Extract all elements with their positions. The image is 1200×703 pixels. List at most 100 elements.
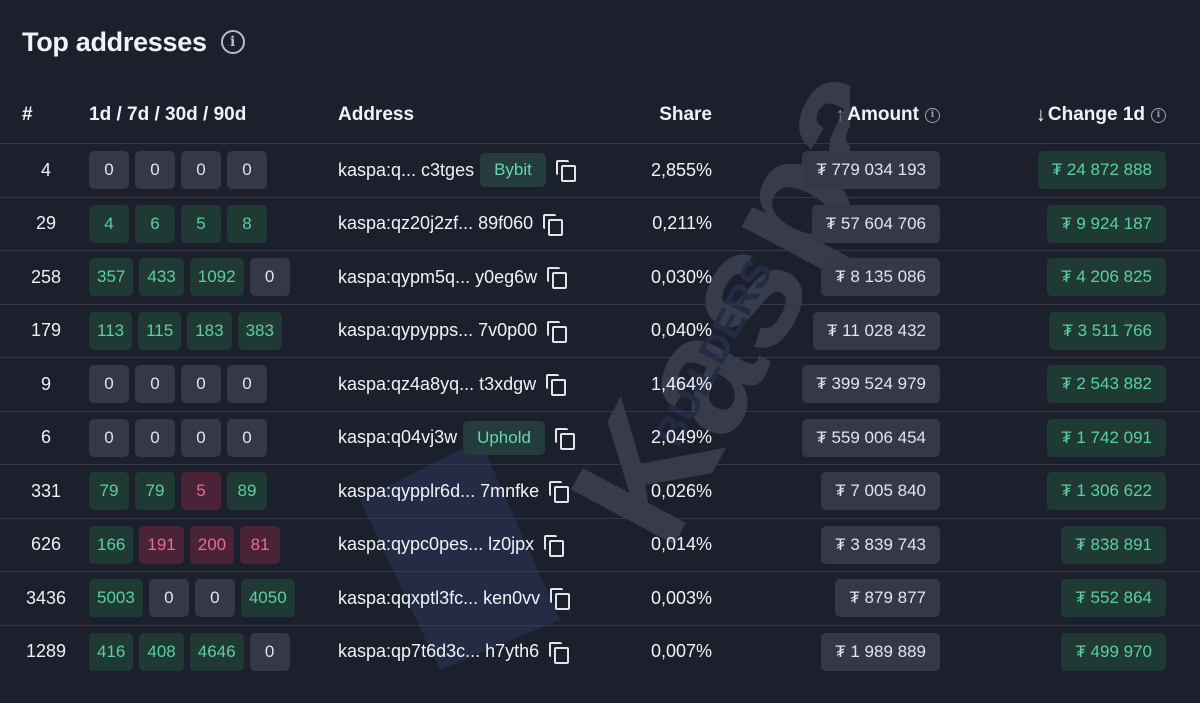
info-icon[interactable]: i bbox=[925, 107, 940, 123]
amount-cell: ₮ 8 135 086 bbox=[760, 251, 940, 304]
copy-icon[interactable] bbox=[550, 588, 571, 611]
activity-chip: 408 bbox=[139, 632, 184, 671]
activity-chip: 0 bbox=[148, 579, 189, 618]
copy-icon[interactable] bbox=[547, 320, 568, 343]
activity-chip: 0 bbox=[135, 365, 175, 404]
col-address-header: Address bbox=[338, 104, 415, 125]
address-link[interactable]: kaspa:qz4a8yq... t3xdgw bbox=[338, 373, 537, 394]
table-row[interactable]: 3436 5003 0 0 4050 kaspa:qqxptl3fc... ken0v… bbox=[0, 571, 1200, 625]
page-header: Top addresses i bbox=[22, 22, 245, 62]
amount-cell: ₮ 57 604 706 bbox=[760, 198, 940, 251]
share-cell: 0,030% bbox=[650, 266, 712, 287]
change-value: ₮ 552 864 bbox=[1061, 579, 1166, 618]
activity-cell: 5003 0 0 4050 bbox=[89, 572, 295, 625]
info-icon[interactable]: i bbox=[1151, 107, 1166, 123]
col-amount-header[interactable]: ↑ Amount i bbox=[760, 88, 940, 142]
table-row[interactable]: 626 166 191 200 81 kaspa:qypc0pes... lz0jpx… bbox=[0, 517, 1200, 572]
activity-cell: 79 79 5 89 bbox=[89, 465, 267, 518]
copy-icon[interactable] bbox=[544, 534, 565, 557]
amount-cell: ₮ 7 005 840 bbox=[760, 465, 940, 518]
change-value: ₮ 4 206 825 bbox=[1047, 258, 1166, 297]
copy-icon[interactable] bbox=[549, 481, 570, 504]
table-row[interactable]: 179 113 115 183 383 kaspa:qypypps... 7v0p00… bbox=[0, 303, 1200, 358]
activity-chip: 4 bbox=[89, 204, 129, 243]
col-share-header[interactable]: Share bbox=[659, 104, 712, 125]
address-link[interactable]: kaspa:q... c3tges bbox=[338, 159, 475, 180]
activity-chip: 79 bbox=[89, 472, 129, 511]
change-cell: ₮ 838 891 bbox=[980, 519, 1166, 572]
activity-chip: 416 bbox=[89, 632, 134, 671]
amount-value: ₮ 8 135 086 bbox=[821, 258, 940, 297]
exchange-tag[interactable]: Bybit bbox=[480, 153, 546, 188]
rank-cell: 179 bbox=[30, 320, 62, 341]
change-cell: ₮ 499 970 bbox=[980, 626, 1166, 679]
rank-cell: 9 bbox=[40, 373, 51, 394]
activity-chip: 433 bbox=[139, 258, 184, 297]
address-cell: kaspa:qypypps... 7v0p00 bbox=[338, 305, 568, 358]
col-change-header[interactable]: ↓ Change 1d i bbox=[980, 88, 1166, 142]
activity-chip: 0 bbox=[89, 365, 129, 404]
activity-chip: 383 bbox=[237, 311, 282, 350]
activity-cell: 416 408 4646 0 bbox=[89, 626, 290, 679]
activity-chip: 200 bbox=[189, 525, 235, 564]
address-cell: kaspa:qypc0pes... lz0jpx bbox=[338, 519, 565, 572]
activity-chip: 5 bbox=[181, 472, 221, 511]
activity-chip: 0 bbox=[249, 632, 290, 671]
address-link[interactable]: kaspa:qp7t6d3c... h7yth6 bbox=[338, 641, 540, 662]
activity-chip: 0 bbox=[135, 151, 175, 190]
address-link[interactable]: kaspa:qypm5q... y0eg6w bbox=[338, 266, 538, 287]
share-cell: 0,003% bbox=[650, 587, 712, 608]
copy-icon[interactable] bbox=[555, 160, 576, 183]
address-cell: kaspa:qqxptl3fc... ken0vv bbox=[338, 572, 571, 625]
change-value: ₮ 1 742 091 bbox=[1047, 418, 1166, 457]
address-link[interactable]: kaspa:q04vj3w bbox=[338, 427, 458, 448]
col-change-label: Change 1d bbox=[1047, 104, 1145, 125]
activity-cell: 357 433 1092 0 bbox=[89, 251, 290, 304]
table-row[interactable]: 1289 416 408 4646 0 kaspa:qp7t6d3c... h7yth… bbox=[0, 624, 1200, 679]
table-row[interactable]: 258 357 433 1092 0 kaspa:qypm5q... y0eg6w 0… bbox=[0, 250, 1200, 304]
activity-chip: 0 bbox=[181, 151, 221, 190]
copy-icon[interactable] bbox=[543, 213, 564, 236]
activity-chip: 0 bbox=[135, 418, 175, 457]
change-cell: ₮ 1 742 091 bbox=[980, 412, 1166, 465]
rank-cell: 3436 bbox=[25, 587, 67, 608]
copy-icon[interactable] bbox=[546, 374, 567, 397]
info-icon[interactable]: i bbox=[220, 30, 245, 54]
address-link[interactable]: kaspa:qypypps... 7v0p00 bbox=[338, 320, 538, 341]
activity-chip: 89 bbox=[227, 472, 267, 511]
col-activity-header: 1d / 7d / 30d / 90d bbox=[89, 104, 247, 125]
address-link[interactable]: kaspa:qypplr6d... 7mnfke bbox=[338, 480, 540, 501]
share-cell: 2,049% bbox=[650, 427, 712, 448]
copy-icon[interactable] bbox=[554, 427, 575, 450]
activity-chip: 5 bbox=[181, 204, 221, 243]
activity-chip: 0 bbox=[89, 151, 129, 190]
copy-icon[interactable] bbox=[547, 267, 568, 290]
address-cell: kaspa:qypplr6d... 7mnfke bbox=[338, 465, 570, 518]
sort-down-arrow-icon: ↓ bbox=[1035, 103, 1046, 126]
activity-chip: 113 bbox=[89, 311, 133, 350]
table-row[interactable]: 331 79 79 5 89 kaspa:qypplr6d... 7mnfke 0,0… bbox=[0, 464, 1200, 518]
share-cell: 2,855% bbox=[650, 159, 712, 180]
amount-value: ₮ 779 034 193 bbox=[802, 151, 940, 190]
address-link[interactable]: kaspa:qz20j2zf... 89f060 bbox=[338, 213, 534, 234]
exchange-tag[interactable]: Uphold bbox=[463, 420, 545, 455]
amount-cell: ₮ 779 034 193 bbox=[760, 144, 940, 197]
change-cell: ₮ 552 864 bbox=[980, 572, 1166, 625]
share-cell: 0,007% bbox=[650, 641, 712, 662]
activity-cell: 166 191 200 81 bbox=[89, 519, 281, 572]
col-amount-label: Amount bbox=[847, 104, 919, 125]
activity-chip: 0 bbox=[227, 418, 267, 457]
address-link[interactable]: kaspa:qqxptl3fc... ken0vv bbox=[338, 587, 541, 608]
change-value: ₮ 24 872 888 bbox=[1037, 151, 1166, 190]
activity-chip: 8 bbox=[227, 204, 267, 243]
rank-cell: 4 bbox=[40, 159, 51, 180]
copy-icon[interactable] bbox=[549, 641, 570, 664]
address-link[interactable]: kaspa:qypc0pes... lz0jpx bbox=[338, 534, 535, 555]
